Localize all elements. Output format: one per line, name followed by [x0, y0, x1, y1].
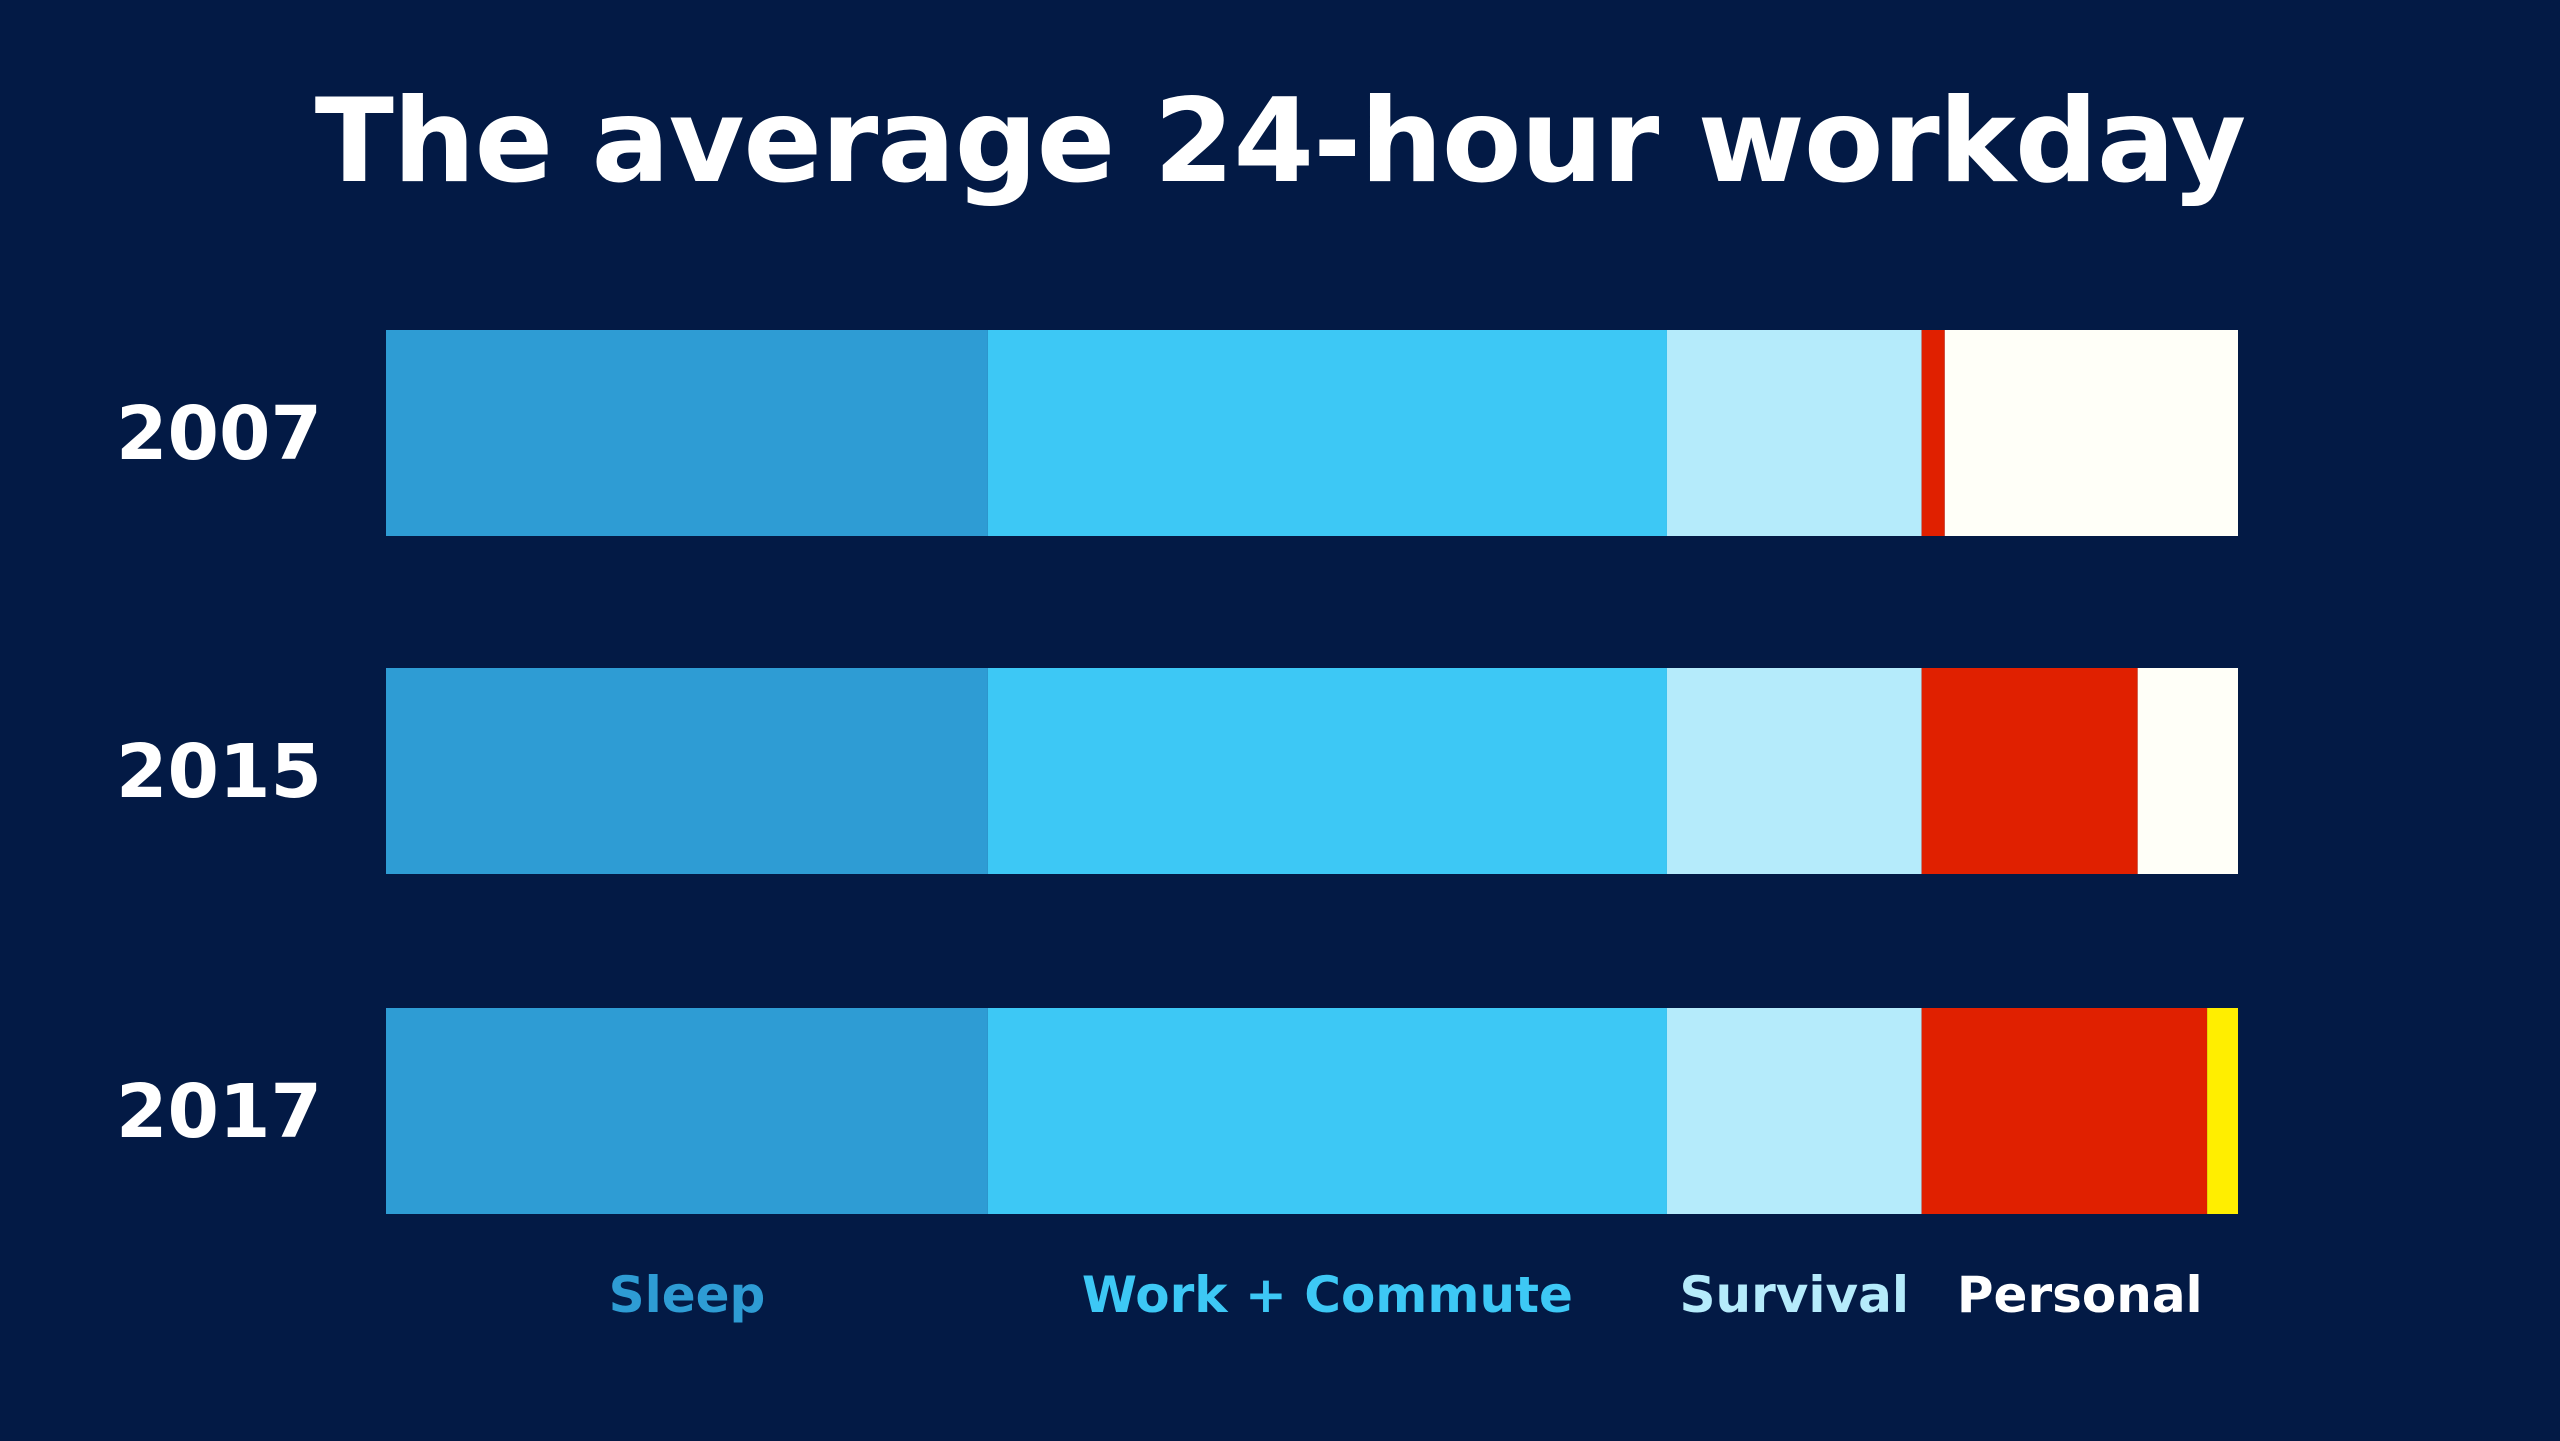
bar-2007-work-commute: [987, 330, 1667, 536]
bar-2007-personal: [1921, 330, 1945, 536]
category-labels-group: Sleep Work + Commute Survival Personal: [609, 1266, 2203, 1324]
bar-2017-work-commute: [987, 1008, 1667, 1214]
bar-2017-personal: [1921, 1008, 2208, 1214]
category-label-sleep: Sleep: [609, 1266, 766, 1324]
bar-2015-personal: [1921, 668, 2138, 874]
year-label-2007: 2007: [116, 391, 322, 477]
bar-2015-work-commute: [987, 668, 1667, 874]
category-label-survival: Survival: [1680, 1266, 1909, 1324]
bar-2015-survival: [1666, 668, 1922, 874]
bar-2007-sleep: [386, 330, 988, 536]
year-labels-group: 2007 2015 2017: [116, 391, 322, 1155]
bar-2015-sleep: [386, 668, 988, 874]
category-label-personal: Personal: [1957, 1266, 2203, 1324]
bar-2017-sleep: [386, 1008, 988, 1214]
bar-2007-segment-4: [1944, 330, 2238, 536]
bar-2007-survival: [1666, 330, 1922, 536]
year-label-2015: 2015: [116, 729, 322, 815]
bar-2017-segment-5: [2207, 1008, 2238, 1214]
bar-2017-survival: [1666, 1008, 1922, 1214]
category-label-work-commute: Work + Commute: [1082, 1266, 1573, 1324]
chart-title: The average 24-hour workday: [314, 74, 2247, 209]
bar-2015-segment-4: [2137, 668, 2238, 874]
bars-group: [386, 330, 2238, 1214]
year-label-2017: 2017: [116, 1069, 322, 1155]
